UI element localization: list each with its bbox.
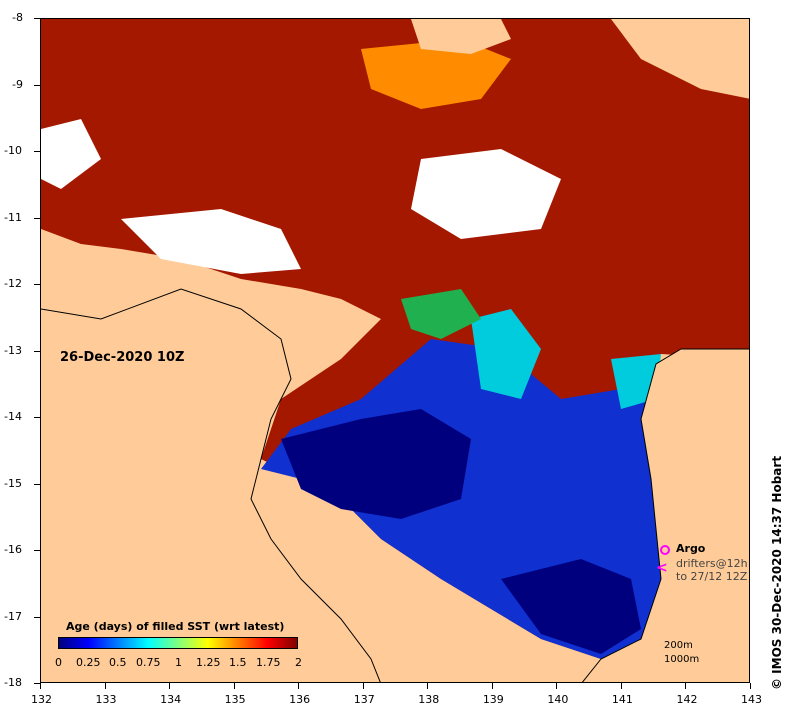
x-tick-label: 136 — [289, 693, 311, 706]
x-tick-label: 138 — [418, 693, 440, 706]
x-tick-label: 132 — [31, 693, 52, 706]
drifter-arrow-icon: < — [656, 560, 668, 576]
colorbar-tick-label: 1.75 — [256, 656, 281, 669]
colorbar — [58, 637, 298, 649]
land-northeast — [611, 19, 749, 99]
y-tick-label: -18 — [4, 676, 22, 689]
x-tick — [556, 683, 558, 689]
date-label: 26-Dec-2020 10Z — [60, 350, 185, 365]
orange-patch — [361, 39, 511, 109]
x-tick — [169, 683, 171, 689]
colorbar-tick-label: 1 — [175, 656, 182, 669]
y-tick — [34, 550, 40, 551]
land-southwest — [41, 289, 381, 682]
x-tick — [427, 683, 429, 689]
y-tick-label: -17 — [4, 609, 22, 623]
drifters-label: drifters@12h — [676, 557, 748, 570]
y-tick-label: -10 — [4, 144, 22, 157]
y-tick — [34, 417, 40, 418]
nodata-patch-2 — [411, 149, 561, 239]
nodata-patch-1 — [121, 209, 301, 274]
credit-text: © IMOS 30-Dec-2020 14:37 Hobart — [770, 455, 784, 690]
cyan-patch — [471, 309, 541, 399]
x-tick-label: 134 — [160, 693, 182, 706]
x-tick-label: 143 — [741, 693, 762, 706]
y-tick — [34, 616, 40, 618]
y-tick — [34, 483, 40, 485]
x-tick-label: 133 — [95, 693, 117, 706]
y-tick-label: -11 — [4, 210, 22, 224]
y-tick-label: -9 — [12, 77, 23, 91]
land-southeast — [582, 349, 749, 682]
x-tick — [233, 683, 235, 689]
colorbar-tick-label: 0 — [55, 656, 62, 669]
fresh-region-navy-2 — [501, 559, 641, 654]
x-tick — [491, 683, 493, 689]
map-frame — [40, 18, 750, 683]
y-tick-label: -8 — [12, 11, 23, 24]
x-tick-label: 135 — [224, 693, 246, 706]
colorbar-tick-label: 1.25 — [196, 656, 221, 669]
land-north — [411, 19, 511, 54]
colorbar-tick-label: 1.5 — [229, 656, 247, 669]
fresh-region-navy — [281, 409, 471, 519]
y-tick-label: -15 — [4, 476, 22, 490]
depth-1000-label: 1000m — [664, 654, 700, 665]
colorbar-tick-label: 0.5 — [109, 656, 127, 669]
y-tick — [34, 84, 40, 86]
y-tick — [34, 151, 40, 152]
x-tick — [104, 683, 106, 689]
coastline — [41, 288, 749, 682]
x-tick — [40, 683, 41, 689]
y-tick — [34, 683, 40, 684]
y-tick — [34, 217, 40, 219]
y-tick — [34, 18, 40, 19]
colorbar-tick-label: 0.25 — [76, 656, 101, 669]
colorbar-tick-label: 0.75 — [136, 656, 161, 669]
y-tick-label: -16 — [4, 543, 22, 556]
x-tick-label: 142 — [676, 693, 698, 706]
y-tick-label: -14 — [4, 410, 22, 423]
green-patch — [401, 289, 481, 339]
colorbar-tick-label: 2 — [295, 656, 302, 669]
argo-label: Argo — [676, 542, 706, 555]
depth-200-label: 200m — [664, 640, 693, 651]
x-tick-label: 139 — [482, 693, 504, 706]
nodata-patch-3 — [41, 119, 101, 189]
x-tick — [298, 683, 300, 689]
legend-title: Age (days) of filled SST (wrt latest) — [66, 620, 285, 633]
x-tick — [685, 683, 687, 689]
drifters-date: to 27/12 12Z — [676, 570, 748, 583]
argo-marker-icon — [660, 545, 670, 555]
x-tick-label: 141 — [611, 693, 633, 706]
y-tick-label: -13 — [4, 343, 22, 357]
y-tick-label: -12 — [4, 277, 22, 290]
x-tick — [750, 683, 751, 689]
y-tick — [34, 350, 40, 352]
x-tick-label: 137 — [353, 693, 375, 706]
x-tick — [620, 683, 622, 689]
x-tick-label: 140 — [547, 693, 569, 706]
sst-map — [41, 19, 749, 682]
x-tick — [362, 683, 364, 689]
y-tick — [34, 284, 40, 285]
